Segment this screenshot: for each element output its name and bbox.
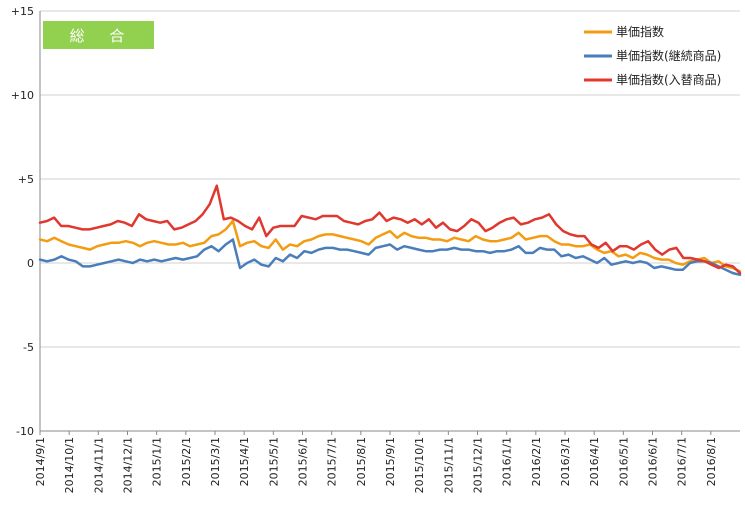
legend-label-replaced-items: 単価指数(入替商品) xyxy=(616,72,721,87)
series-lines xyxy=(38,184,742,277)
x-tick-label: 2015/3/1 xyxy=(209,437,222,486)
x-tick-label: 2015/10/1 xyxy=(413,437,426,493)
x-tick-label: 2015/4/1 xyxy=(238,437,251,486)
badge-background xyxy=(43,21,154,49)
x-tick-label: 2016/2/1 xyxy=(530,437,543,486)
x-tick-label: 2015/9/1 xyxy=(384,437,397,486)
series-line-2 xyxy=(38,184,742,275)
x-tick-label: 2016/1/1 xyxy=(501,437,514,486)
x-tick-label: 2016/8/1 xyxy=(705,437,718,486)
x-tick-label: 2015/1/1 xyxy=(151,437,164,486)
legend-label-continuing-items: 単価指数(継続商品) xyxy=(616,48,721,63)
y-tick-label: -10 xyxy=(16,425,34,438)
x-tick-label: 2015/6/1 xyxy=(297,437,310,486)
x-tick-label: 2016/6/1 xyxy=(647,437,660,486)
x-tick-label: 2015/12/1 xyxy=(472,437,485,493)
x-tick-label: 2015/2/1 xyxy=(180,437,193,486)
x-tick-label: 2014/10/1 xyxy=(63,437,76,493)
y-tick-label: +10 xyxy=(11,89,34,102)
y-tick-label: -5 xyxy=(23,341,34,354)
x-tick-label: 2015/7/1 xyxy=(326,437,339,486)
series-line-0 xyxy=(38,219,742,273)
y-tick-label: +15 xyxy=(11,5,34,18)
y-tick-label: +5 xyxy=(18,173,34,186)
x-tick-label: 2016/3/1 xyxy=(559,437,572,486)
x-tick-label: 2015/5/1 xyxy=(267,437,280,486)
legend: 単価指数 単価指数(継続商品) 単価指数(入替商品) xyxy=(578,14,740,92)
y-tick-label: 0 xyxy=(27,257,34,270)
x-tick-label: 2014/11/1 xyxy=(92,437,105,493)
x-tick-label: 2014/12/1 xyxy=(122,437,135,493)
x-tick-label: 2016/7/1 xyxy=(676,437,689,486)
x-tick-label: 2016/5/1 xyxy=(617,437,630,486)
x-tick-label: 2015/8/1 xyxy=(355,437,368,486)
x-axis-tick-labels: 2014/9/1 2014/10/1 2014/11/1 2014/12/1 2015/… xyxy=(34,431,718,493)
y-axis-tick-labels: +15 +10 +5 0 -5 -10 xyxy=(11,5,34,438)
badge-label: 総 合 xyxy=(70,27,135,45)
series-line-1 xyxy=(38,238,742,277)
x-tick-label: 2015/11/1 xyxy=(442,437,455,493)
x-tick-label: 2016/4/1 xyxy=(588,437,601,486)
x-tick-label: 2014/9/1 xyxy=(34,437,47,486)
legend-label-unit-price-index: 単価指数 xyxy=(616,24,664,39)
badge: 総 合 xyxy=(43,21,154,49)
